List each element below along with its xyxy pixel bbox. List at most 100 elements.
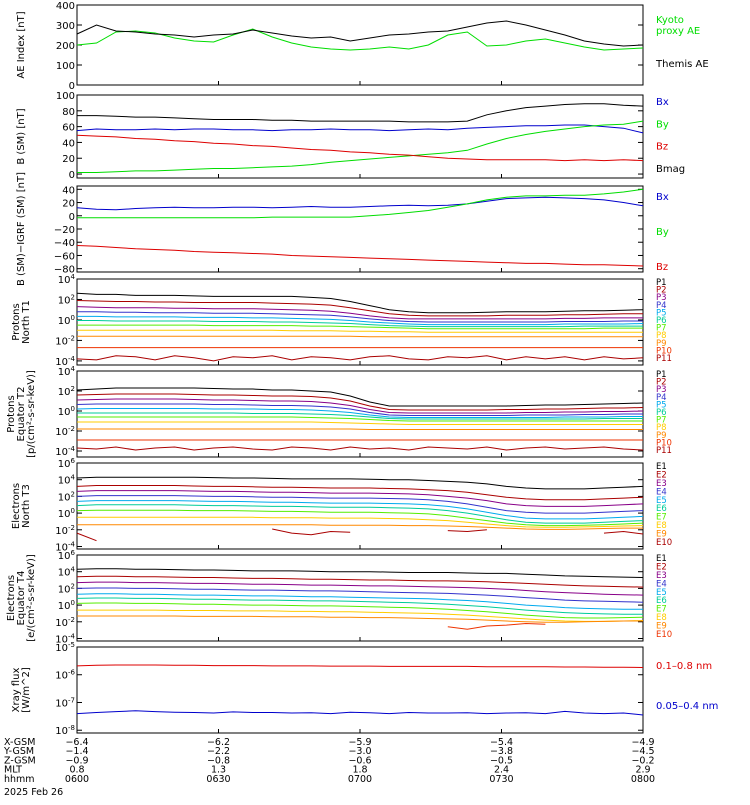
x-row-label: MLT — [4, 765, 22, 776]
y-tick-label: 100 — [56, 91, 75, 102]
series-line-p7 — [77, 416, 643, 422]
panel-frame — [76, 94, 644, 179]
y-tick-label: 100 — [58, 507, 75, 520]
legend-label: P6 — [656, 316, 667, 326]
panel-frame — [76, 646, 644, 734]
y-tick-label: 10-2 — [55, 524, 75, 537]
x-tick-label: −0.2 — [631, 755, 654, 766]
series-line-e4 — [76, 587, 644, 603]
x-tick-label: 0600 — [65, 774, 89, 785]
series-line-e3 — [76, 490, 644, 507]
legend-label: P4 — [656, 393, 667, 403]
series-line-p6 — [77, 412, 643, 420]
y-tick-label: 102 — [58, 582, 75, 595]
x-tick-label: 0800 — [631, 774, 655, 785]
x-row-label: X-GSM — [4, 737, 35, 748]
series-line-e7 — [76, 602, 644, 619]
legend-label: E8 — [656, 521, 667, 531]
x-tick-label: −3.0 — [348, 746, 371, 757]
y-tick-label: 10-2 — [55, 334, 75, 347]
legend-label: E9 — [656, 530, 667, 540]
series-line-p6 — [77, 320, 643, 328]
series-line-p1 — [76, 387, 644, 407]
y-tick-label: 40 — [62, 185, 75, 196]
series-line-p8 — [77, 329, 643, 333]
x-tick-label: 0700 — [348, 774, 372, 785]
legend-label: P8 — [656, 423, 667, 433]
legend-label: P7 — [656, 416, 667, 426]
legend-label: E3 — [656, 571, 667, 581]
y-tick-label: 100 — [58, 599, 75, 612]
legend-label: P2 — [656, 378, 667, 388]
legend-label: Bx — [656, 192, 669, 203]
legend-label: E2 — [656, 562, 667, 572]
y-tick-label: 106 — [58, 549, 76, 562]
y-tick-label: 106 — [58, 457, 76, 470]
legend-label: P10 — [656, 438, 672, 448]
y-tick-label: −20 — [54, 225, 75, 236]
legend-label: Bx — [656, 97, 669, 108]
legend-label: P11 — [656, 446, 672, 456]
y-tick-label: 104 — [58, 273, 76, 286]
series-line-bmag — [77, 103, 644, 123]
x-tick-label: −3.8 — [490, 746, 513, 757]
legend-label: E8 — [656, 613, 667, 623]
series-line-p8 — [77, 421, 643, 425]
x-tick-label: −2.2 — [207, 746, 230, 757]
series-line-e2 — [76, 485, 644, 501]
legend-label: E1 — [656, 554, 667, 564]
series-line-p9 — [77, 335, 643, 338]
x-tick-label: −4.9 — [631, 737, 654, 748]
y-tick-label: 40 — [62, 138, 75, 149]
x-tick-label: 2.4 — [494, 765, 509, 776]
y-tick-label: 0 — [69, 170, 75, 181]
legend-label: E5 — [656, 588, 667, 598]
series-line-e6 — [76, 504, 644, 524]
legend-label: E4 — [656, 579, 667, 589]
y-tick-label: 300 — [56, 21, 75, 32]
y-tick-label: 102 — [58, 385, 75, 398]
legend-label: By — [656, 227, 669, 238]
series-line-by — [77, 120, 644, 173]
series-line-0-05-0-4-nm — [76, 710, 644, 716]
x-tick-label: 0630 — [206, 774, 230, 785]
series-line-e1 — [76, 476, 644, 490]
legend-label: E2 — [656, 470, 667, 480]
y-tick-label: −60 — [54, 251, 75, 262]
legend-label: E9 — [656, 622, 667, 632]
y-axis-label: ProtonsNorth T1 — [11, 300, 32, 344]
series-line-p9 — [77, 428, 643, 430]
x-tick-label: −0.9 — [65, 755, 88, 766]
series-line-by — [77, 188, 644, 219]
date-label: 2025 Feb 26 — [4, 787, 63, 798]
y-tick-label: 200 — [56, 41, 75, 52]
x-tick-label: −5.4 — [490, 737, 513, 748]
series-line-e7 — [76, 509, 644, 527]
legend-label: E5 — [656, 496, 667, 506]
y-tick-label: 10-5 — [55, 641, 75, 654]
x-tick-label: −6.4 — [65, 737, 88, 748]
series-line-p3 — [76, 306, 643, 320]
series-line-e2 — [76, 575, 644, 588]
legend-label: E10 — [656, 538, 672, 548]
legend-label: E3 — [656, 479, 667, 489]
legend-label: 0.05–0.4 nm — [656, 701, 718, 712]
legend-label: P8 — [656, 331, 667, 341]
y-tick-label: 100 — [58, 314, 75, 327]
series-line-kyoto-proxy-ae — [76, 28, 644, 51]
x-tick-label: 1.3 — [211, 765, 226, 776]
series-line-e9 — [77, 524, 643, 530]
x-tick-label: −4.5 — [631, 746, 654, 757]
series-line-p7 — [77, 324, 643, 330]
legend-label: E6 — [656, 504, 667, 514]
series-line-p11 — [76, 446, 644, 451]
panel-frame — [76, 185, 644, 273]
x-axis: −6.4−1.4−0.90.80600−6.2−2.2−0.81.30630−5… — [3, 81, 655, 798]
y-tick-label: 10-7 — [55, 696, 75, 709]
series-line-themis-ae — [76, 20, 644, 47]
legend-label: P3 — [656, 385, 667, 395]
